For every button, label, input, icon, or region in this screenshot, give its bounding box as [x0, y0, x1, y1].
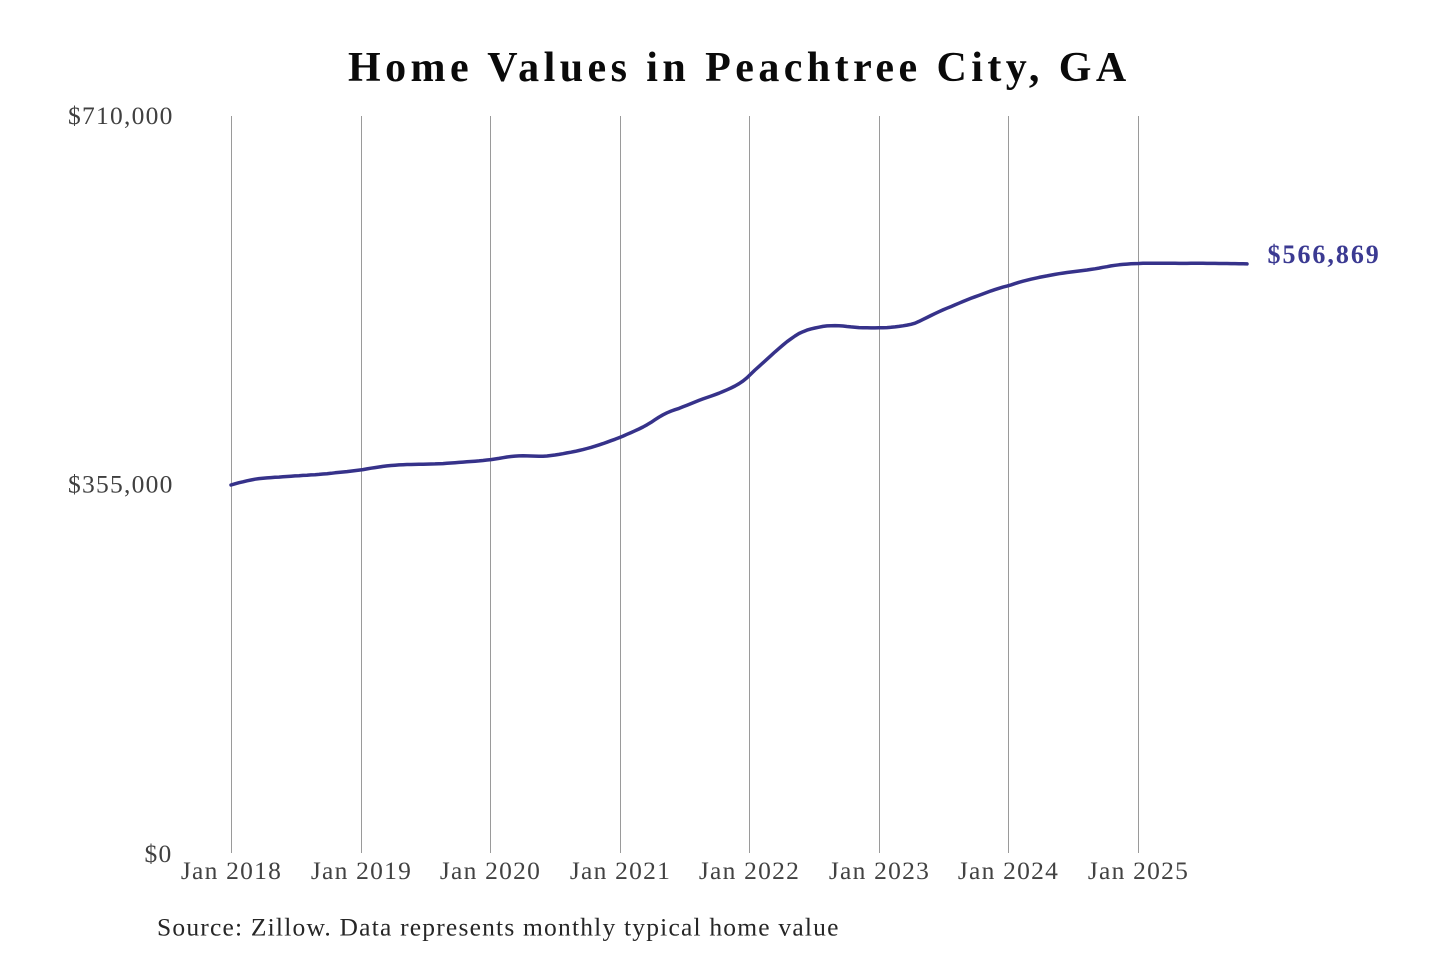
- svg-text:Jan 2019: Jan 2019: [311, 856, 412, 885]
- svg-text:Jan 2022: Jan 2022: [699, 856, 800, 885]
- svg-text:Jan 2018: Jan 2018: [181, 856, 282, 885]
- svg-text:$566,869: $566,869: [1268, 240, 1381, 269]
- svg-text:Home Values in Peachtree City,: Home Values in Peachtree City, GA: [348, 45, 1131, 91]
- svg-text:$0: $0: [145, 839, 173, 868]
- svg-text:Jan 2025: Jan 2025: [1088, 856, 1189, 885]
- svg-text:Source: Zillow. Data represent: Source: Zillow. Data represents monthly …: [157, 913, 840, 942]
- svg-text:Jan 2021: Jan 2021: [570, 856, 671, 885]
- svg-text:$355,000: $355,000: [68, 470, 174, 499]
- svg-text:Jan 2024: Jan 2024: [958, 856, 1059, 885]
- svg-text:Jan 2023: Jan 2023: [829, 856, 930, 885]
- svg-text:Jan 2020: Jan 2020: [440, 856, 541, 885]
- svg-text:$710,000: $710,000: [68, 101, 174, 130]
